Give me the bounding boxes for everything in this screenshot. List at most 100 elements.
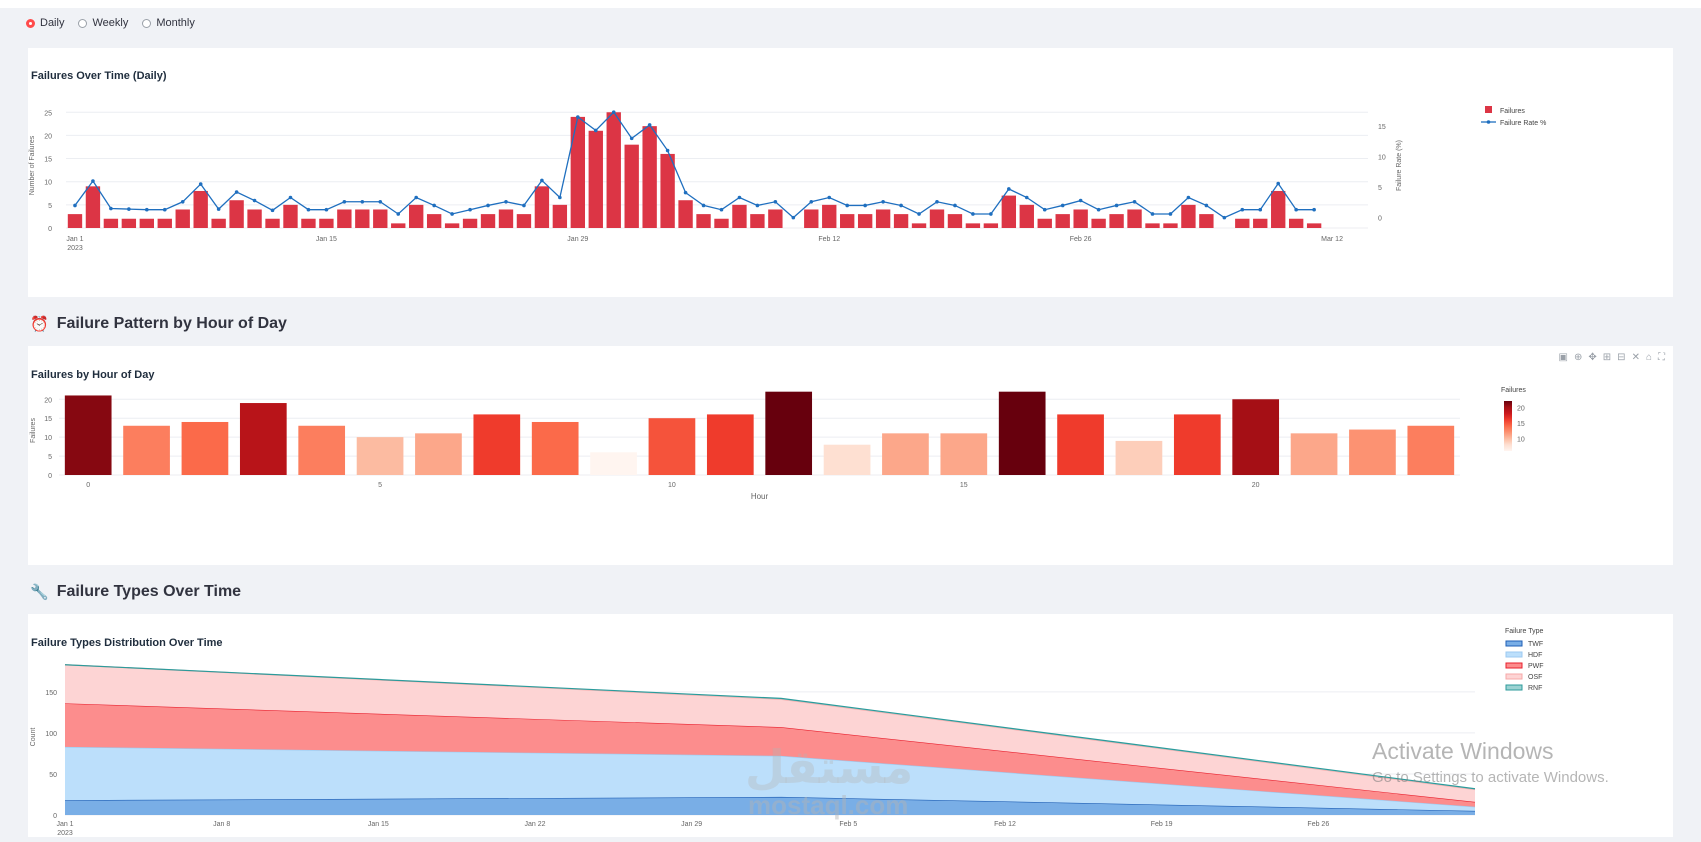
failure-bar xyxy=(337,209,352,228)
hour-bar xyxy=(123,425,170,475)
x-tick-label: Mar 12 xyxy=(1321,236,1343,243)
y-tick-label: 5 xyxy=(48,454,52,461)
failure-bar xyxy=(480,214,496,228)
failure-rate-point xyxy=(809,199,814,204)
hour-bar xyxy=(1173,414,1221,475)
x-tick-label: 15 xyxy=(960,482,968,489)
section-hour-header: ⏰ Failure Pattern by Hour of Day xyxy=(30,315,287,333)
daily-failures-chart[interactable]: 0 5 10 15 20 25 0 5 10 15 Number of Failures Failur… xyxy=(28,48,1673,297)
autoscale-icon[interactable]: ✕ xyxy=(1631,352,1640,363)
failure-bar xyxy=(373,209,388,228)
failure-bar xyxy=(175,209,190,228)
area-hdf xyxy=(65,746,1475,811)
failure-rate-point xyxy=(288,195,293,200)
failure-bar xyxy=(1037,218,1052,228)
zoom-out-icon[interactable]: ⊟ xyxy=(1617,352,1626,363)
failure-bar xyxy=(606,112,621,228)
y-tick-label: 15 xyxy=(44,416,52,423)
pan-icon[interactable]: ✥ xyxy=(1588,352,1597,363)
failure-rate-point xyxy=(216,207,221,211)
failure-bar xyxy=(391,223,406,228)
failure-rate-point xyxy=(1024,195,1029,200)
radio-daily[interactable]: Daily xyxy=(26,17,64,29)
failure-rate-point xyxy=(522,203,526,208)
fullscreen-icon[interactable]: ⛶ xyxy=(1658,352,1665,363)
failure-bar xyxy=(1163,223,1178,228)
failure-rate-point xyxy=(360,199,365,204)
hour-bar xyxy=(882,433,929,475)
failure-rate-point xyxy=(558,195,562,200)
failure-bar xyxy=(283,204,298,228)
failure-types-chart[interactable]: 0 50 100 150 Count Jan 1 2023 Jan 8 Jan 15 Jan 22… xyxy=(28,614,1673,837)
failure-bar xyxy=(965,223,981,228)
y-tick-label: 150 xyxy=(45,690,57,697)
x-tick-label: Jan 1 xyxy=(66,236,83,243)
radio-weekly[interactable]: Weekly xyxy=(78,17,128,29)
hour-bar xyxy=(239,403,287,475)
failure-rate-point xyxy=(504,199,508,204)
failure-rate-point xyxy=(593,128,598,133)
x-tick-label: Jan 1 xyxy=(56,821,73,828)
x-tick-label: Jan 22 xyxy=(524,821,545,828)
failure-bar xyxy=(857,214,873,228)
failure-rate-point xyxy=(827,195,832,200)
failure-bar xyxy=(804,209,819,228)
radio-monthly[interactable]: Monthly xyxy=(142,17,195,29)
failure-bar xyxy=(211,218,226,228)
x-tick-label: Jan 15 xyxy=(368,821,389,828)
zoom-in-icon[interactable]: ⊞ xyxy=(1602,352,1612,363)
failure-bar xyxy=(840,214,855,228)
y-tick-label: 5 xyxy=(48,203,52,210)
home-icon[interactable]: ⌂ xyxy=(1645,352,1652,363)
failure-rate-point xyxy=(1312,207,1316,212)
failure-bar xyxy=(85,186,101,228)
failure-bar xyxy=(678,200,693,228)
top-strip xyxy=(0,0,1701,8)
failure-rate-point xyxy=(162,207,167,212)
legend-title: Failure Type xyxy=(1505,628,1543,635)
camera-icon[interactable]: ▣ xyxy=(1558,352,1568,363)
radio-dot-icon xyxy=(142,18,152,28)
failure-rate-point xyxy=(647,123,652,127)
failure-rate-point xyxy=(1132,199,1137,204)
failure-rate-point xyxy=(342,199,347,204)
legend-entry: PWF xyxy=(1528,663,1544,670)
hour-bar xyxy=(473,414,521,475)
failure-bar xyxy=(714,218,729,228)
hour-bar xyxy=(356,437,404,475)
failure-rate-point xyxy=(953,203,957,208)
hour-bar xyxy=(998,391,1046,475)
failure-rate-point xyxy=(145,207,149,212)
failure-rate-point xyxy=(1276,181,1281,186)
failure-bar xyxy=(229,200,244,228)
daily-chart-panel: Failures Over Time (Daily) 0 5 10 15 20 25 0 5 1… xyxy=(28,48,1673,297)
legend-bar-swatch xyxy=(1485,106,1492,113)
failure-bar xyxy=(67,214,83,228)
colorbar-tick-label: 10 xyxy=(1517,437,1525,444)
y-tick-label: 20 xyxy=(44,397,52,404)
hourly-failures-chart[interactable]: 0 5 10 15 20 Failures 0 5 10 15 20 Hour Failures 10 15… xyxy=(28,346,1673,565)
x-tick-label: Feb 12 xyxy=(818,236,840,243)
failure-bar xyxy=(911,223,927,228)
failure-rate-point xyxy=(1240,207,1245,212)
failure-rate-point xyxy=(73,203,77,208)
failure-rate-point xyxy=(791,215,796,220)
failure-bar xyxy=(983,223,999,228)
section-title: Failure Pattern by Hour of Day xyxy=(56,315,287,332)
failure-rate-point xyxy=(432,203,436,208)
failure-bar xyxy=(1181,204,1196,228)
chart-title: Failure Types Distribution Over Time xyxy=(31,637,223,649)
chart-title: Failures Over Time (Daily) xyxy=(31,70,167,82)
section-types-header: 🔧 Failure Types Over Time xyxy=(30,583,241,601)
x-tick-label: Feb 12 xyxy=(994,821,1016,828)
colorbar-tick-label: 15 xyxy=(1517,421,1525,428)
x-tick-sublabel: 2023 xyxy=(57,830,73,837)
failure-rate-line xyxy=(74,111,1315,219)
legend-swatch xyxy=(1505,662,1523,669)
timeframe-radio-group: Daily Weekly Monthly xyxy=(26,17,195,29)
failure-rate-point xyxy=(737,195,742,200)
failure-rate-point xyxy=(665,148,670,153)
failure-rate-point xyxy=(450,212,454,216)
zoom-icon[interactable]: ⊕ xyxy=(1574,352,1583,363)
failure-bar xyxy=(552,204,568,228)
